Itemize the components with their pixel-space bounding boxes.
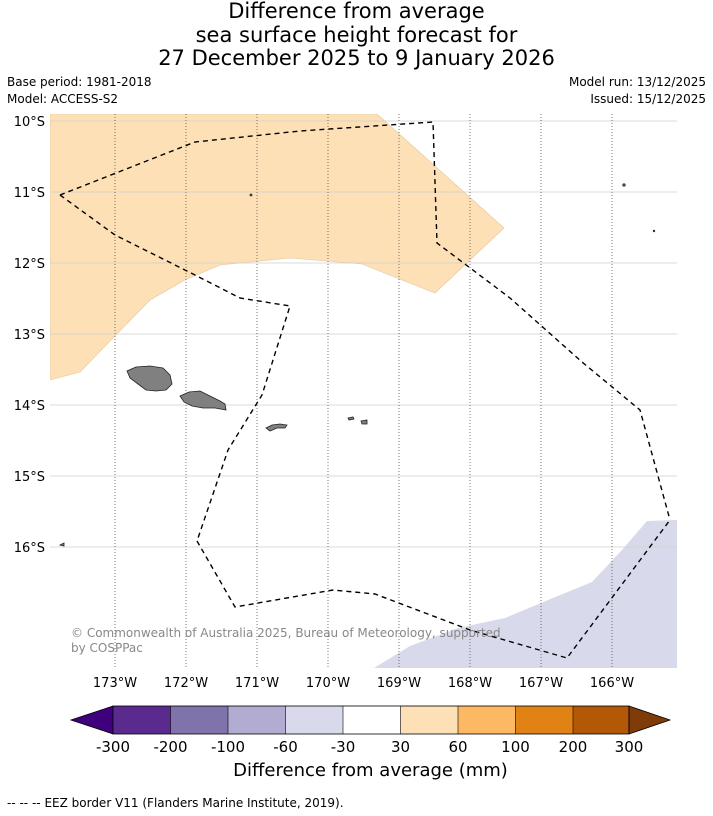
- footer-legend: -- -- -- EEZ border V11 (Flanders Marine…: [7, 796, 344, 810]
- island-savaii: [126, 365, 173, 392]
- meta-right: Model run: 13/12/2025 Issued: 15/12/2025: [569, 74, 706, 108]
- lon-label: 167°W: [519, 676, 563, 691]
- colorbar-tick: 60: [448, 738, 467, 756]
- lat-labels: 10°S 11°S 12°S 13°S 14°S 15°S 16°S: [14, 115, 45, 556]
- lon-label: 171°W: [235, 676, 279, 691]
- colorbar-segment: [170, 706, 228, 734]
- island-tutuila: [265, 423, 288, 432]
- island-ofu: [347, 416, 355, 421]
- lat-label: 12°S: [14, 257, 45, 272]
- colorbar-extend-high: [628, 705, 672, 735]
- colorbar-segment: [343, 706, 401, 734]
- meta-left: Base period: 1981-2018 Model: ACCESS-S2: [7, 74, 152, 108]
- colorbar: [69, 705, 672, 735]
- base-period: Base period: 1981-2018: [7, 75, 152, 89]
- issued-date: Issued: 15/12/2025: [590, 92, 706, 106]
- lon-label: 170°W: [306, 676, 350, 691]
- colorbar-tick: -300: [96, 738, 130, 756]
- eez-border-samoa: [59, 194, 291, 542]
- colorbar-tick: 300: [615, 738, 644, 756]
- colorbar-tick: 100: [501, 738, 530, 756]
- copyright-notice: © Commonwealth of Australia 2025, Bureau…: [71, 626, 501, 655]
- colorbar-segment: [573, 706, 629, 734]
- eez-border-american-samoa: [196, 519, 671, 659]
- islet-ne-1: [622, 183, 626, 187]
- lat-label: 14°S: [14, 399, 45, 414]
- model-run: Model run: 13/12/2025: [568, 75, 706, 89]
- colorbar-segment: [400, 706, 458, 734]
- colorbar-tick: 30: [391, 738, 410, 756]
- map-plot-area: [50, 114, 677, 668]
- colorbar-outline: [112, 705, 630, 735]
- colorbar-tick: -200: [153, 738, 187, 756]
- map-title: Difference from average sea surface heig…: [0, 0, 713, 71]
- colorbar-tick: 200: [559, 738, 588, 756]
- lon-label: 173°W: [93, 676, 137, 691]
- islet-swains: [249, 193, 253, 197]
- eez-border-tokelau: [59, 121, 671, 521]
- title-line-3: 27 December 2025 to 9 January 2026: [158, 46, 555, 70]
- colorbar-segment: [113, 706, 171, 734]
- positive-anomaly-region: [50, 114, 505, 381]
- lat-label: 16°S: [14, 541, 45, 556]
- colorbar-extend-low: [69, 705, 114, 735]
- eez-legend-text: EEZ border V11 (Flanders Marine Institut…: [44, 796, 344, 810]
- lon-label: 172°W: [164, 676, 208, 691]
- title-line-2: sea surface height forecast for: [195, 22, 518, 47]
- island-tau: [360, 419, 368, 425]
- lon-gridlines: [114, 114, 613, 668]
- lat-gridlines: [50, 120, 677, 548]
- island-upolu: [179, 390, 227, 411]
- title-line-1: Difference from average: [228, 0, 485, 23]
- colorbar-title: Difference from average (mm): [233, 760, 508, 781]
- lon-label: 166°W: [590, 676, 634, 691]
- colorbar-tick: -30: [331, 738, 356, 756]
- lat-label: 15°S: [14, 470, 45, 485]
- colorbar-ticks: -300 -200 -100 -60 -30 30 60 100 200 300: [96, 738, 643, 756]
- colorbar-tick: -100: [211, 738, 245, 756]
- negative-anomaly-region: [374, 520, 677, 668]
- model-name: Model: ACCESS-S2: [7, 92, 119, 106]
- lat-label: 10°S: [14, 115, 45, 130]
- islet-ne-2: [652, 229, 656, 233]
- lon-labels: 173°W 172°W 171°W 170°W 169°W 168°W 167°…: [93, 676, 634, 691]
- lon-label: 169°W: [377, 676, 421, 691]
- lon-label: 168°W: [448, 676, 492, 691]
- islet-sw: [58, 542, 65, 547]
- colorbar-segment: [285, 706, 343, 734]
- colorbar-tick: -60: [273, 738, 298, 756]
- colorbar-segment: [515, 706, 573, 734]
- lat-label: 11°S: [14, 186, 45, 201]
- lat-label: 13°S: [14, 328, 45, 343]
- eez-borders: [59, 121, 671, 659]
- colorbar-dividers: [170, 706, 574, 734]
- colorbar-segment: [228, 706, 286, 734]
- eez-legend-symbol: -- -- --: [7, 796, 41, 810]
- land: [58, 183, 656, 547]
- colorbar-segment: [458, 706, 516, 734]
